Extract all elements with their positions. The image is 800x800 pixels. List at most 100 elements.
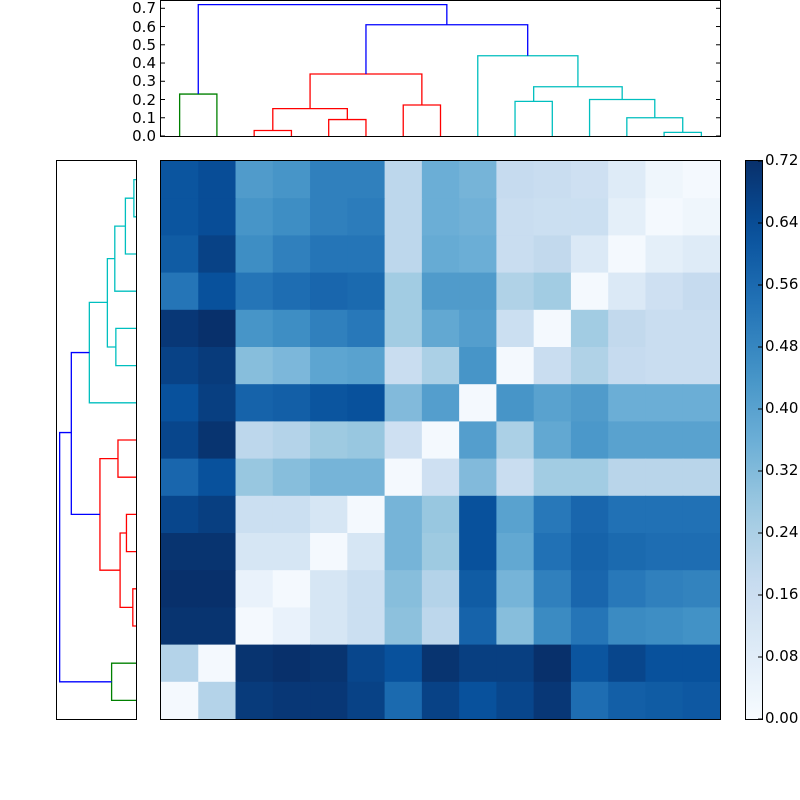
heatmap-cell — [570, 458, 609, 497]
dendrogram-link — [197, 3, 448, 95]
heatmap-cell — [459, 607, 497, 646]
heatmap-cell — [645, 161, 684, 199]
heatmap-cell — [496, 161, 535, 199]
heatmap-cell — [496, 570, 535, 608]
heatmap-cell — [608, 347, 647, 385]
top-dendrogram-tick-label: 0.0 — [132, 127, 156, 145]
heatmap-cell — [272, 384, 311, 422]
heatmap-cell — [384, 681, 423, 719]
dendrogram-link — [514, 100, 553, 136]
heatmap-cell — [235, 607, 274, 646]
dendrogram-link — [59, 431, 112, 683]
dendrogram-link — [178, 93, 218, 136]
heatmap-cell — [272, 533, 311, 571]
heatmap-cell — [682, 495, 720, 534]
heatmap-cell — [347, 272, 386, 311]
heatmap-cell — [272, 607, 311, 646]
heatmap-cell — [421, 681, 460, 719]
dendrogram-link — [119, 532, 133, 609]
heatmap-cell — [347, 384, 386, 422]
heatmap-cell — [161, 421, 199, 460]
heatmap-cell — [161, 161, 199, 199]
dendrogram-link — [132, 588, 136, 627]
heatmap-cell — [533, 161, 572, 199]
dendrogram-link — [309, 73, 423, 109]
heatmap-cell — [645, 235, 684, 274]
dendrogram-link — [626, 117, 684, 136]
heatmap — [160, 160, 721, 720]
heatmap-cells — [161, 161, 720, 719]
heatmap-cell — [421, 272, 460, 311]
heatmap-cell — [384, 384, 423, 422]
heatmap-cell — [682, 421, 720, 460]
heatmap-cell — [347, 161, 386, 199]
heatmap-cell — [161, 384, 199, 422]
heatmap-cell — [421, 347, 460, 385]
heatmap-cell — [272, 309, 311, 348]
column-dendrogram-plot — [161, 3, 720, 136]
dendrogram-link — [477, 55, 579, 136]
heatmap-cell — [347, 533, 386, 571]
heatmap-cell — [310, 495, 348, 534]
top-dendrogram-tick-label: 0.1 — [132, 108, 156, 127]
heatmap-cell — [161, 458, 199, 497]
heatmap-cell — [272, 347, 311, 385]
top-dendrogram-y-axis: 0.0 0.1 0.2 0.3 0.4 0.5 0.6 0.7 — [0, 0, 156, 144]
heatmap-cell — [570, 347, 609, 385]
heatmap-cell — [608, 570, 647, 608]
heatmap-cell — [421, 421, 460, 460]
heatmap-cell — [235, 384, 274, 422]
colorbar-tick-label: 0.24 — [765, 523, 799, 541]
heatmap-cell — [161, 644, 199, 683]
heatmap-cell — [645, 570, 684, 608]
heatmap-cell — [645, 272, 684, 311]
heatmap-cell — [459, 421, 497, 460]
heatmap-cell — [272, 421, 311, 460]
heatmap-cell — [570, 570, 609, 608]
heatmap-cell — [384, 272, 423, 311]
heatmap-cell — [608, 272, 647, 311]
heatmap-cell — [533, 384, 572, 422]
heatmap-cell — [496, 607, 535, 646]
heatmap-cell — [347, 681, 386, 719]
heatmap-cell — [272, 644, 311, 683]
heatmap-cell — [235, 570, 274, 608]
heatmap-cell — [421, 458, 460, 497]
heatmap-cell — [198, 681, 237, 719]
heatmap-cell — [682, 161, 720, 199]
heatmap-cell — [310, 644, 348, 683]
heatmap-cell — [608, 421, 647, 460]
heatmap-cell — [347, 198, 386, 236]
heatmap-cell — [310, 570, 348, 608]
heatmap-cell — [533, 198, 572, 236]
heatmap-cell — [272, 570, 311, 608]
dendrogram-link — [88, 301, 136, 404]
heatmap-cell — [272, 681, 311, 719]
heatmap-cell — [161, 681, 199, 719]
heatmap-cell — [421, 533, 460, 571]
heatmap-cell — [198, 235, 237, 274]
heatmap-cell — [459, 644, 497, 683]
heatmap-cell — [459, 533, 497, 571]
heatmap-cell — [272, 198, 311, 236]
heatmap-cell — [198, 384, 237, 422]
colorbar-tick-label: 0.16 — [765, 585, 799, 603]
heatmap-cell — [272, 235, 311, 274]
heatmap-cell — [384, 570, 423, 608]
heatmap-cell — [384, 607, 423, 646]
heatmap-cell — [533, 570, 572, 608]
heatmap-cell — [384, 533, 423, 571]
heatmap-cell — [570, 309, 609, 348]
heatmap-cell — [459, 495, 497, 534]
heatmap-cell — [235, 161, 274, 199]
heatmap-cell — [533, 272, 572, 311]
heatmap-cell — [161, 347, 199, 385]
colorbar-ticks: 0.00 0.08 0.16 0.24 0.32 0.40 0.48 0.56 0.64 0.72 — [765, 150, 800, 730]
heatmap-cell — [198, 161, 237, 199]
heatmap-cell — [384, 161, 423, 199]
heatmap-cell — [608, 533, 647, 571]
heatmap-cell — [161, 309, 199, 348]
heatmap-cell — [347, 495, 386, 534]
heatmap-cell — [608, 198, 647, 236]
heatmap-cell — [421, 198, 460, 236]
